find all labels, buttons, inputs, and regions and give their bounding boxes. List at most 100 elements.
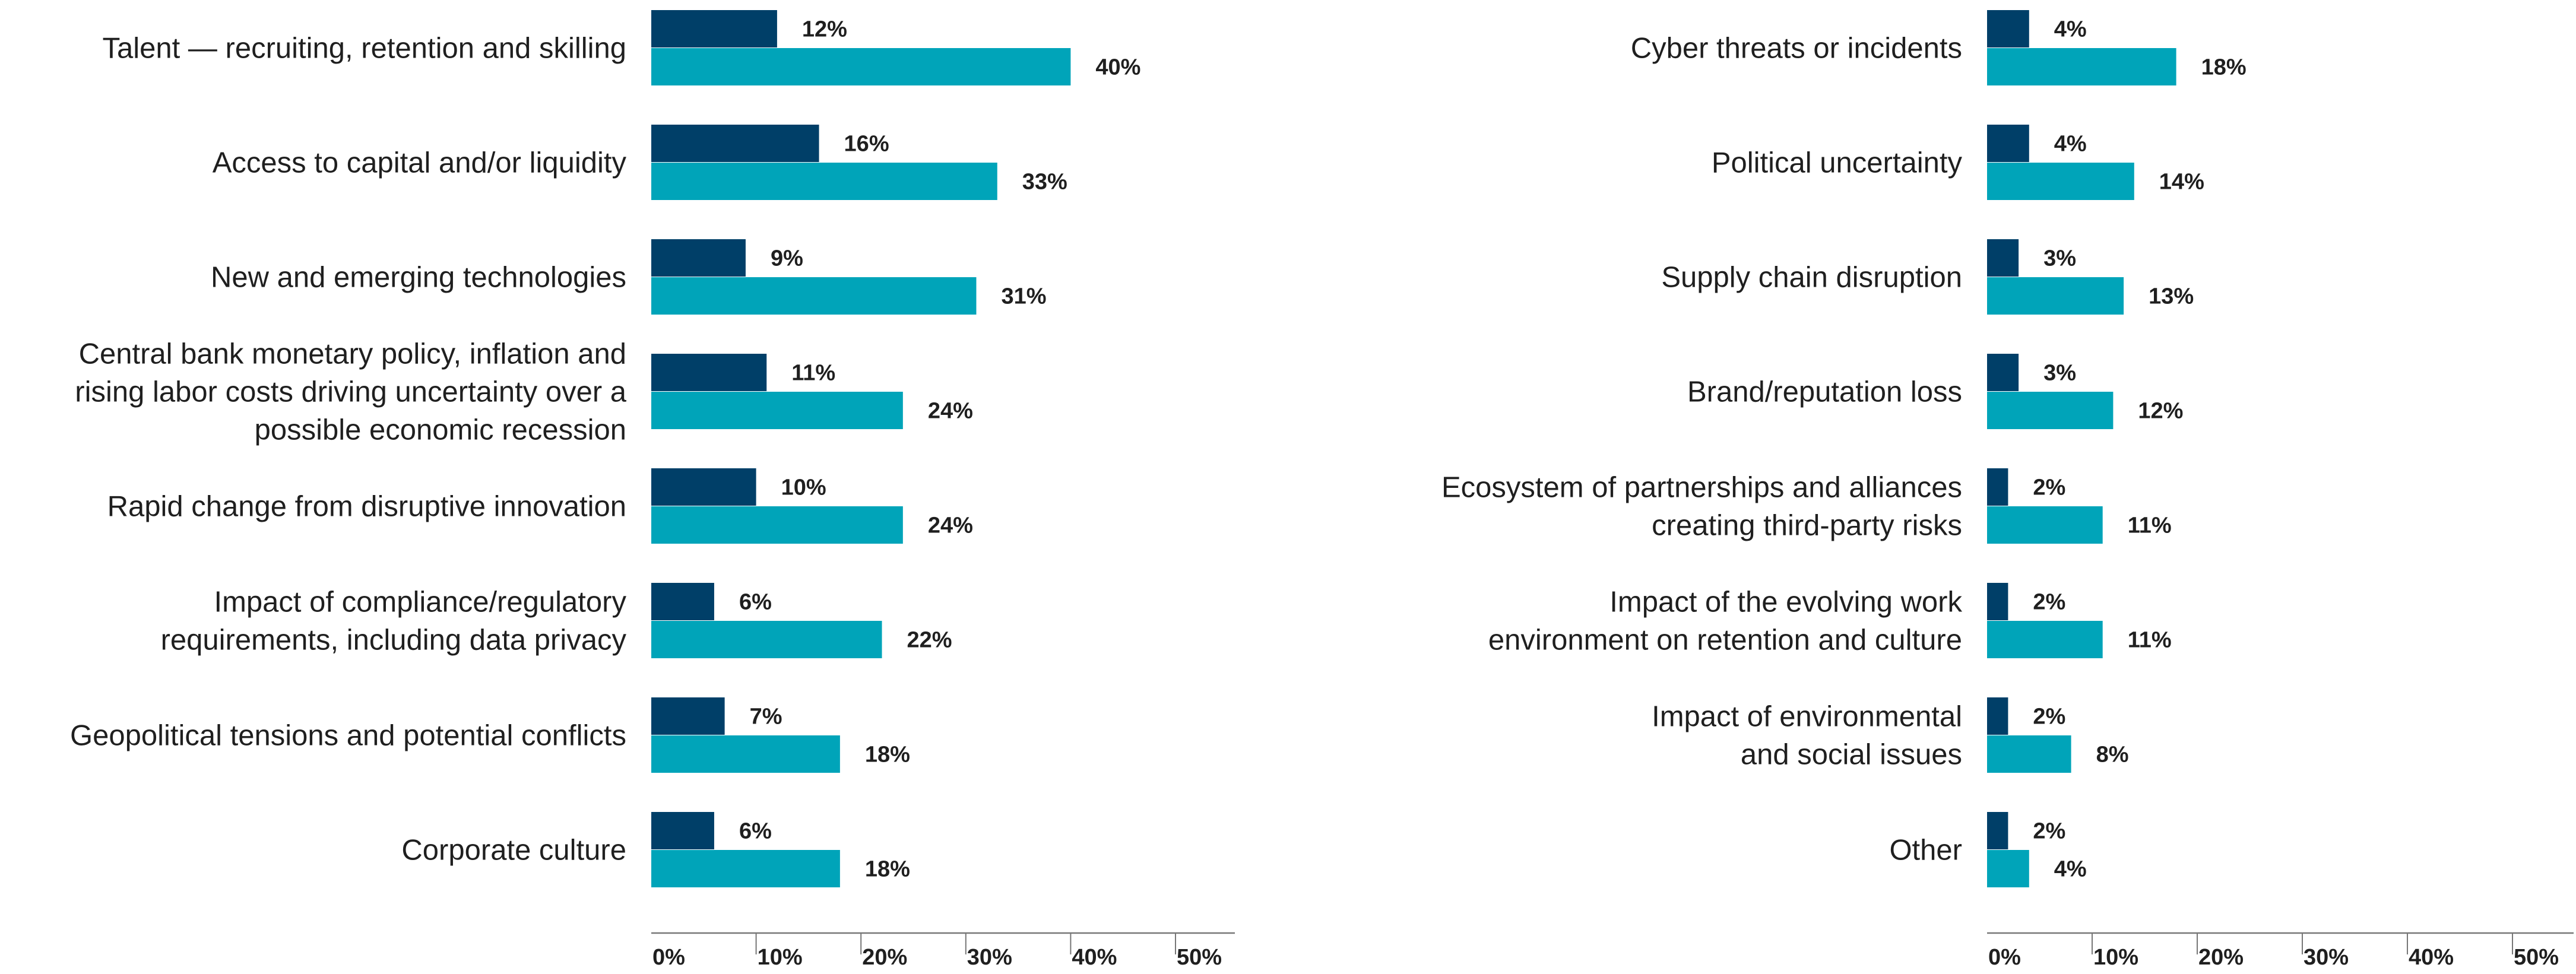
value-label: 9% — [771, 246, 803, 271]
bar-dark — [1987, 239, 2019, 277]
category-label-line: Other — [1889, 835, 1962, 867]
bar-light — [651, 506, 903, 544]
value-label: 6% — [739, 590, 772, 615]
value-label: 18% — [865, 743, 910, 767]
value-label: 13% — [2149, 284, 2194, 309]
bar-dark — [651, 583, 714, 620]
value-label: 40% — [1095, 55, 1140, 80]
x-tick-label: 30% — [2303, 945, 2349, 970]
category-label-line: possible economic recession — [255, 414, 626, 446]
value-label: 6% — [739, 819, 772, 844]
bar-dark — [1987, 697, 2008, 735]
bar-dark — [651, 468, 756, 506]
value-label: 10% — [781, 475, 826, 500]
value-label: 4% — [2054, 857, 2087, 882]
bar-light — [1987, 850, 2029, 887]
x-tick-label: 50% — [2514, 945, 2559, 970]
value-label: 2% — [2033, 590, 2065, 615]
value-label: 18% — [865, 857, 910, 882]
value-label: 24% — [928, 513, 973, 538]
bar-light — [651, 277, 977, 315]
category-label-line: Impact of environmental — [1652, 701, 1962, 733]
category-label: Central bank monetary policy, inflation … — [75, 338, 626, 446]
chart-panel-left: Talent — recruiting, retention and skill… — [70, 10, 1235, 970]
category-label-line: Access to capital and/or liquidity — [213, 147, 627, 179]
value-label: 14% — [2159, 170, 2204, 195]
category-label: Impact of compliance/regulatory requireme… — [161, 586, 627, 656]
value-label: 7% — [750, 705, 782, 729]
value-label: 2% — [2033, 475, 2065, 500]
category-label-line: Talent — recruiting, retention and skill… — [103, 33, 626, 65]
value-label: 22% — [907, 628, 952, 653]
bar-light — [1987, 392, 2114, 429]
category-label: Impact of the evolving work environment o… — [1488, 586, 1963, 656]
value-label: 11% — [2128, 513, 2172, 538]
category-label: Impact of environmental and social issues — [1652, 701, 1962, 771]
x-tick-label: 0% — [1988, 945, 2021, 970]
category-label: Political uncertainty — [1712, 147, 1963, 179]
bar-dark — [1987, 812, 2008, 849]
value-label: 31% — [1001, 284, 1046, 309]
bar-dark — [1987, 125, 2029, 162]
x-tick-label: 40% — [2409, 945, 2454, 970]
bar-dark — [1987, 10, 2029, 47]
category-label-line: Impact of compliance/regulatory — [214, 586, 627, 618]
category-label: Rapid change from disruptive innovation — [107, 491, 626, 523]
value-label: 24% — [928, 399, 973, 424]
bar-light — [651, 163, 997, 200]
category-label: Supply chain disruption — [1661, 262, 1962, 294]
category-label: Other — [1889, 835, 1962, 867]
x-tick-label: 30% — [967, 945, 1012, 970]
bar-light — [651, 48, 1071, 85]
bar-light — [651, 392, 903, 429]
x-tick-label: 20% — [2198, 945, 2244, 970]
category-label: New and emerging technologies — [211, 262, 626, 294]
bar-light — [1987, 735, 2071, 773]
category-label: Ecosystem of partnerships and alliances c… — [1441, 472, 1962, 542]
x-tick-label: 10% — [758, 945, 803, 970]
bar-dark — [651, 812, 714, 849]
bar-light — [1987, 48, 2176, 85]
category-label-line: Supply chain disruption — [1661, 262, 1962, 294]
category-label-line: Geopolitical tensions and potential conf… — [70, 720, 626, 752]
bar-light — [1987, 277, 2124, 315]
bar-dark — [651, 10, 777, 47]
value-label: 11% — [791, 361, 835, 386]
x-tick-label: 40% — [1072, 945, 1117, 970]
bar-dark — [651, 354, 767, 391]
category-label-line: creating third-party risks — [1652, 510, 1962, 542]
bar-light — [651, 850, 840, 887]
category-label-line: and social issues — [1741, 739, 1962, 771]
value-label: 3% — [2043, 246, 2076, 271]
category-label: Geopolitical tensions and potential conf… — [70, 720, 626, 752]
category-label-line: Ecosystem of partnerships and alliances — [1441, 472, 1962, 504]
category-label: Brand/reputation loss — [1687, 376, 1962, 408]
value-label: 4% — [2054, 17, 2087, 42]
category-label: Corporate culture — [401, 835, 626, 867]
value-label: 12% — [802, 17, 847, 42]
bar-dark — [1987, 468, 2008, 506]
category-label-line: Cyber threats or incidents — [1631, 33, 1962, 65]
bar-light — [1987, 163, 2134, 200]
category-label: Access to capital and/or liquidity — [213, 147, 627, 179]
category-label-line: Rapid change from disruptive innovation — [107, 491, 626, 523]
x-tick-label: 10% — [2093, 945, 2138, 970]
category-label-line: environment on retention and culture — [1488, 624, 1962, 656]
value-label: 2% — [2033, 705, 2065, 729]
value-label: 3% — [2043, 361, 2076, 386]
category-label: Cyber threats or incidents — [1631, 33, 1962, 65]
x-tick-label: 0% — [652, 945, 685, 970]
value-label: 11% — [2128, 628, 2172, 653]
category-label-line: Brand/reputation loss — [1687, 376, 1962, 408]
value-label: 16% — [844, 132, 889, 157]
bar-dark — [1987, 354, 2019, 391]
category-label-line: Central bank monetary policy, inflation … — [79, 338, 626, 370]
bar-light — [1987, 506, 2103, 544]
bar-dark — [651, 239, 746, 277]
chart-panel-right: Cyber threats or incidents 4% 18% Political… — [1441, 10, 2574, 970]
value-label: 18% — [2201, 55, 2247, 80]
category-label-line: New and emerging technologies — [211, 262, 626, 294]
bar-dark — [651, 125, 819, 162]
bar-dark — [651, 697, 725, 735]
